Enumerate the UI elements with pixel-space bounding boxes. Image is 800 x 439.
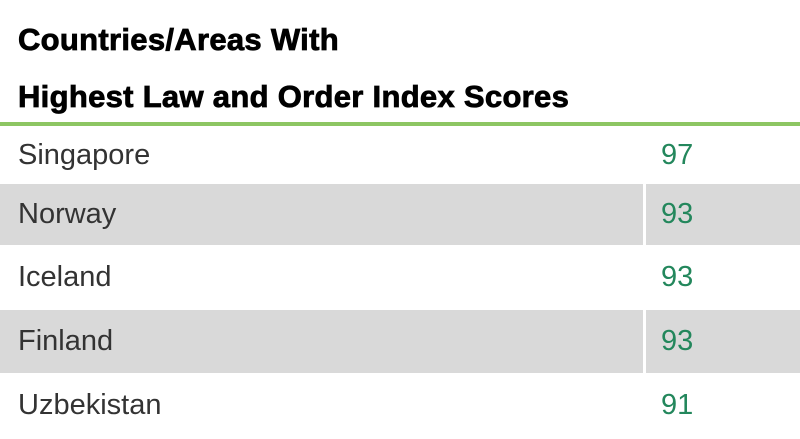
table-row: Uzbekistan 91 (0, 373, 800, 438)
country-cell: Norway (0, 184, 643, 245)
country-cell: Finland (0, 310, 643, 373)
table: Singapore 97 Norway 93 Iceland 93 Finland 93 Uzb… (0, 126, 800, 438)
country-cell: Singapore (18, 138, 151, 171)
score-cell: 93 (661, 261, 694, 293)
title-line: Highest Law and Order Index Scores (18, 79, 570, 115)
country-cell: Uzbekistan (18, 389, 162, 421)
title-line: Countries/Areas With (18, 22, 339, 58)
country-cell: Iceland (18, 261, 112, 293)
table-row: Norway 93 (0, 184, 800, 245)
title-rule (0, 122, 800, 126)
score-cell: 93 (646, 184, 800, 245)
score-cell: 97 (661, 138, 694, 171)
score-cell: 91 (661, 389, 694, 421)
table-row: Finland 93 (0, 310, 800, 373)
table-row: Iceland 93 (0, 245, 800, 310)
score-cell: 93 (646, 310, 800, 373)
table-row: Singapore 97 (0, 126, 800, 184)
